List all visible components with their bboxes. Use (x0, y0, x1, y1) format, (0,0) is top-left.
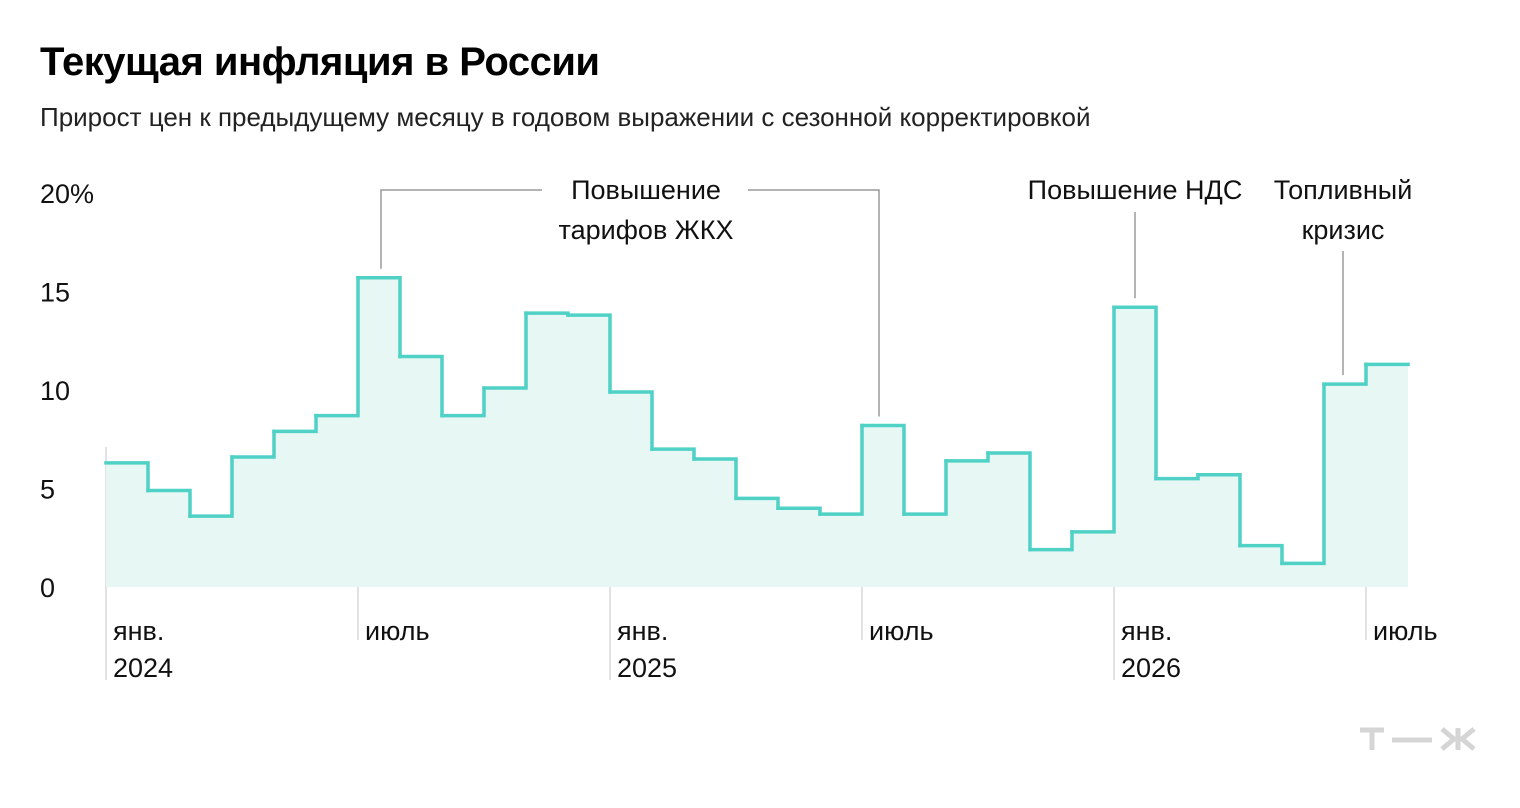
y-tick-label: 20% (40, 179, 94, 209)
annotation-leaders (380, 189, 1344, 417)
step-segment-2025-08 (902, 459, 948, 516)
y-tick-label: 10 (40, 376, 70, 406)
step-segment-2024-04 (230, 429, 276, 459)
step-segment-2024-10 (482, 311, 528, 390)
step-segment-2024-06 (314, 275, 360, 418)
x-tick-label: янв. (1121, 616, 1172, 646)
step-segment-2026-05 (1280, 382, 1326, 566)
step-segment-2026-02 (1154, 472, 1200, 481)
annotation-leader (380, 189, 542, 269)
y-tick-labels: 0 5 10 15 20% (40, 179, 94, 603)
x-tick-label: июль (1373, 616, 1438, 646)
annotation-label: Топливный (1274, 175, 1413, 205)
x-tick-year: 2026 (1121, 653, 1181, 683)
annotation-label: кризис (1302, 215, 1385, 245)
step-segment-2025-03 (692, 457, 738, 501)
annotation-leader (748, 189, 880, 417)
step-segment-2025-07 (860, 423, 906, 516)
x-tick-year: 2024 (113, 653, 173, 683)
step-segment-2026-04 (1238, 543, 1284, 566)
step-segment-2025-04 (734, 496, 780, 510)
chart-subtitle: Прирост цен к предыдущему месяцу в годов… (40, 102, 1091, 132)
step-segment-2025-11 (1028, 530, 1074, 552)
annotation-label: тарифов ЖКХ (559, 215, 734, 245)
step-segments (104, 275, 1410, 566)
step-segment-2024-11 (524, 311, 570, 317)
step-segment-2025-12 (1070, 305, 1116, 534)
x-tick-label: июль (869, 616, 934, 646)
step-segment-2024-07 (356, 275, 402, 359)
x-tick-labels: янв. 2024 июль янв. 2025 июль янв. 2026 июль (113, 616, 1438, 683)
annotation-label: Повышение (571, 175, 721, 205)
tzh-logo-mark (1360, 727, 1476, 751)
y-tick-label: 5 (40, 475, 55, 505)
step-segment-2025-05 (776, 506, 822, 516)
step-segment-2025-02 (650, 447, 696, 461)
y-tick-label: 0 (40, 573, 55, 603)
x-tick-year: 2025 (617, 653, 677, 683)
step-segment-2024-12 (566, 313, 612, 394)
step-segment-2024-09 (440, 386, 486, 418)
step-segment-2024-08 (398, 354, 444, 418)
step-segment-2025-09 (944, 451, 990, 463)
step-segment-2024-03 (188, 455, 234, 518)
annotation-label: Повышение НДС (1028, 175, 1243, 205)
y-tick-label: 15 (40, 278, 70, 308)
step-segment-2025-10 (986, 451, 1032, 552)
tzh-logo (1358, 726, 1482, 757)
chart-title: Текущая инфляция в России (40, 40, 600, 84)
step-segment-2025-01 (608, 390, 654, 451)
area-fill (106, 277, 1408, 587)
step-segment-2024-01 (104, 461, 150, 493)
step-segment-2026-01 (1112, 305, 1158, 481)
step-segment-2024-05 (272, 413, 318, 434)
step-segment-2026-03 (1196, 472, 1242, 548)
step-segment-2025-06 (818, 423, 864, 516)
step-segment-2024-02 (146, 488, 192, 518)
step-segment-2026-06 (1322, 362, 1368, 386)
x-tick-label: янв. (113, 616, 164, 646)
x-tick-label: июль (365, 616, 430, 646)
x-tick-label: янв. (617, 616, 668, 646)
annotations: Повышение тарифов ЖКХ Повышение НДС Топливн… (559, 175, 1413, 245)
